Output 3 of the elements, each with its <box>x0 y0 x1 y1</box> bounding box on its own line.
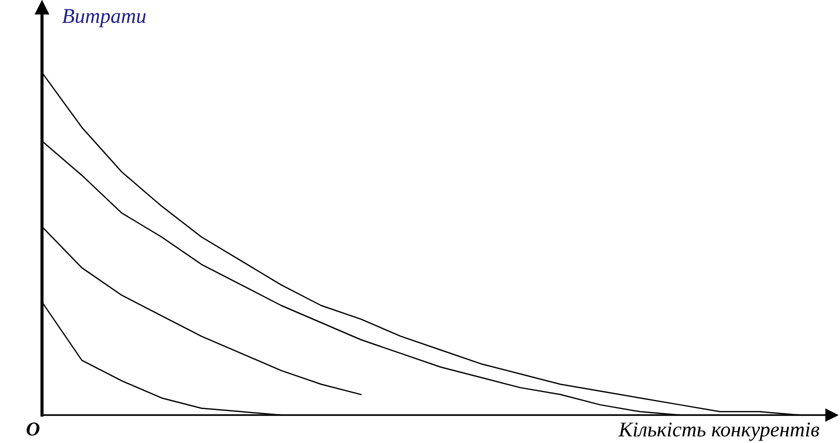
y-axis-title: Витрати <box>62 9 146 28</box>
text: O <box>26 422 40 436</box>
x-axis-title: Кількість конкурентів <box>618 422 820 441</box>
